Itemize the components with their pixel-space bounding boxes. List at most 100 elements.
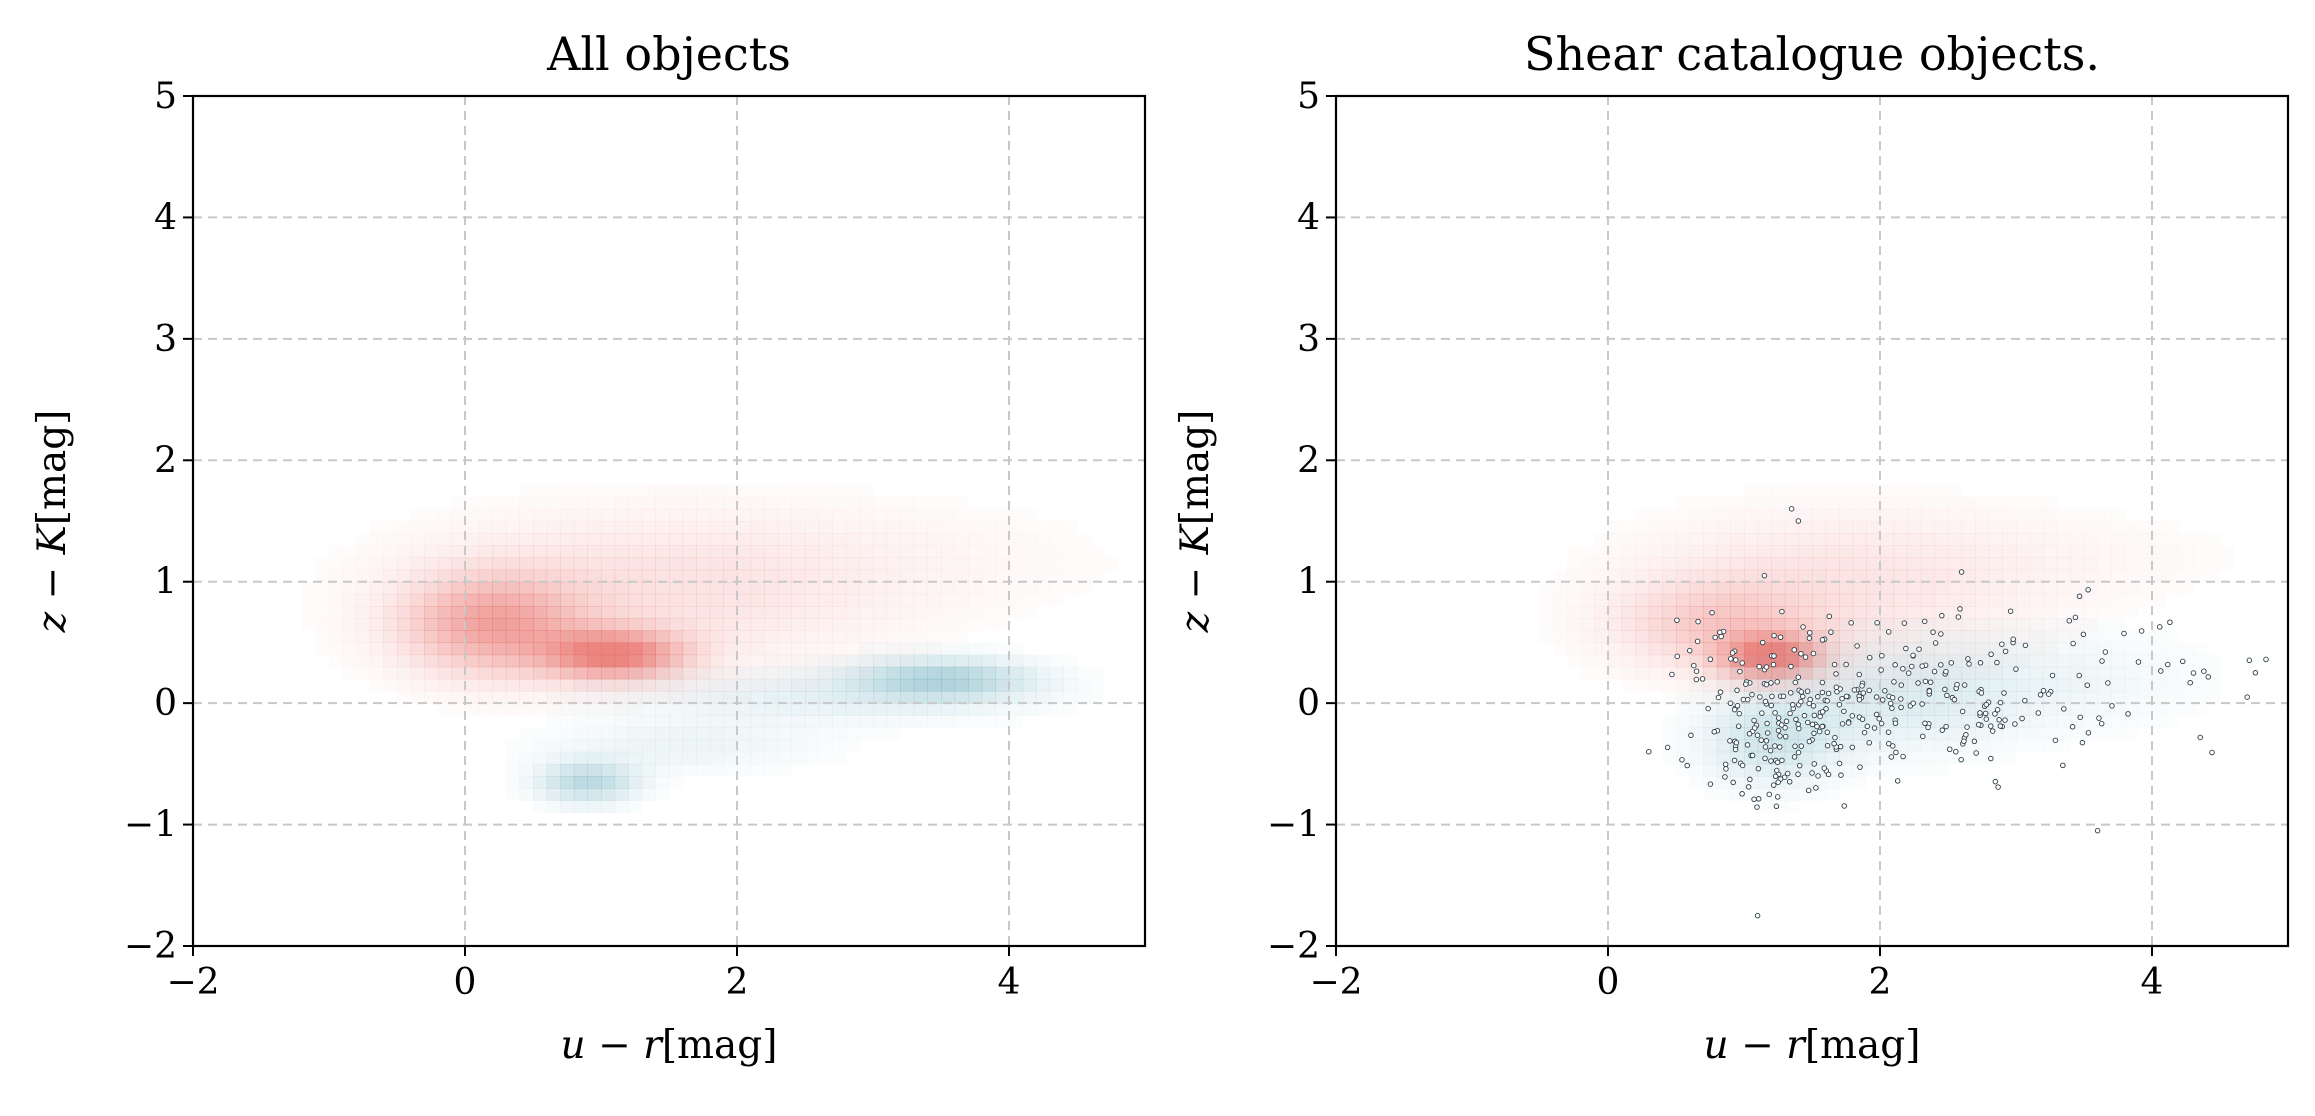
heatmap-cell xyxy=(2097,642,2112,656)
heatmap-cell xyxy=(383,533,398,546)
heatmap-cell xyxy=(1961,618,1976,631)
heatmap-cell xyxy=(2043,715,2058,729)
heatmap-cell xyxy=(696,691,711,704)
heatmap-cell xyxy=(873,630,888,644)
heatmap-cell xyxy=(1662,666,1677,680)
heatmap-cell xyxy=(1866,630,1881,644)
heatmap-cell xyxy=(1022,703,1037,716)
heatmap-cell xyxy=(2002,557,2017,571)
heatmap-cell xyxy=(1852,508,1867,522)
heatmap-cell xyxy=(2098,618,2112,631)
heatmap-cell xyxy=(546,776,561,789)
heatmap-cell xyxy=(1894,764,1908,777)
heatmap-cell xyxy=(587,485,601,498)
heatmap-cell xyxy=(641,691,656,704)
scatter-point xyxy=(1762,744,1769,750)
heatmap-cell xyxy=(927,497,941,510)
heatmap-cell xyxy=(955,497,969,510)
scatter-point xyxy=(1885,629,1892,635)
heatmap-cell xyxy=(709,581,724,595)
heatmap-cell xyxy=(1730,678,1745,692)
heatmap-cell xyxy=(614,606,629,619)
heatmap-cell xyxy=(1608,642,1623,656)
heatmap-cell xyxy=(764,654,779,668)
heatmap-cell xyxy=(737,581,752,595)
heatmap-cell xyxy=(1839,666,1854,680)
heatmap-cell xyxy=(1825,618,1840,631)
heatmap-cell xyxy=(1635,606,1650,619)
heatmap-cell xyxy=(628,545,643,559)
scatter-point xyxy=(1768,702,1775,709)
heatmap-cell xyxy=(1049,691,1064,704)
heatmap-cell xyxy=(573,727,588,741)
heatmap-cell xyxy=(2056,715,2071,729)
heatmap-cell xyxy=(941,703,956,716)
heatmap-cell xyxy=(723,654,738,668)
heatmap-cell xyxy=(1784,630,1799,644)
heatmap-cell xyxy=(601,557,616,571)
heatmap-cell xyxy=(519,727,533,740)
heatmap-cell xyxy=(574,485,588,498)
heatmap-cell xyxy=(437,545,452,559)
heatmap-cell xyxy=(465,593,480,607)
heatmap-cell xyxy=(1907,727,1922,741)
heatmap-cell xyxy=(764,581,779,595)
heatmap-cell xyxy=(2029,508,2044,522)
heatmap-cell xyxy=(1961,666,1976,680)
heatmap-cell xyxy=(859,642,873,655)
heatmap-cell xyxy=(1716,703,1731,716)
heatmap-cell xyxy=(1730,776,1745,789)
x-tick-label: −2 xyxy=(166,962,219,1003)
scatter-point xyxy=(1977,710,1983,716)
heatmap-cell xyxy=(397,569,412,583)
heatmap-cell xyxy=(791,655,805,668)
heatmap-cell xyxy=(505,763,520,777)
heatmap-cell xyxy=(628,618,643,631)
heatmap-cell xyxy=(832,752,846,765)
heatmap-cell xyxy=(655,727,670,741)
scatter-point xyxy=(1837,743,1844,750)
heatmap-cell xyxy=(1757,715,1772,729)
heatmap-cell xyxy=(1676,606,1691,619)
heatmap-cell xyxy=(1744,763,1759,777)
heatmap-cell xyxy=(737,727,752,741)
heatmap-cell xyxy=(1063,678,1078,692)
heatmap-cell xyxy=(1553,593,1568,607)
heatmap-cell xyxy=(655,484,670,498)
heatmap-cell xyxy=(778,764,792,777)
heatmap-cell xyxy=(2138,666,2153,680)
heatmap-cell xyxy=(1934,606,1949,619)
heatmap-cell xyxy=(2043,727,2058,741)
heatmap-cell xyxy=(764,655,778,668)
heatmap-cell xyxy=(560,581,575,595)
heatmap-cell xyxy=(1907,618,1922,631)
heatmap-cell xyxy=(777,727,792,741)
heatmap-cell xyxy=(777,521,792,534)
scatter-point xyxy=(1824,729,1831,736)
heatmap-cell xyxy=(1022,678,1037,692)
heatmap-cell xyxy=(655,581,670,595)
heatmap-cell xyxy=(1825,533,1840,546)
heatmap-cell xyxy=(601,569,616,583)
scatter-point xyxy=(1646,748,1652,755)
heatmap-cell xyxy=(560,678,575,692)
heatmap-cell xyxy=(1920,496,1935,510)
heatmap-cell xyxy=(1635,654,1650,668)
scatter-point xyxy=(2080,631,2087,638)
heatmap-cell xyxy=(2002,666,2017,680)
heatmap-cell xyxy=(886,545,901,559)
heatmap-cell xyxy=(546,788,561,801)
heatmap-cell xyxy=(1744,485,1758,498)
heatmap-cell xyxy=(329,545,343,558)
heatmap-cell xyxy=(737,496,752,510)
heatmap-cell xyxy=(2124,715,2139,729)
heatmap-cell xyxy=(655,667,669,680)
scatter-point xyxy=(2187,679,2193,686)
heatmap-cell xyxy=(547,715,561,728)
heatmap-cell xyxy=(573,715,588,729)
y-tick-label: −1 xyxy=(1267,805,1320,846)
heatmap-cell xyxy=(628,557,643,571)
heatmap-cell xyxy=(669,751,684,765)
scatter-point xyxy=(2002,648,2009,655)
